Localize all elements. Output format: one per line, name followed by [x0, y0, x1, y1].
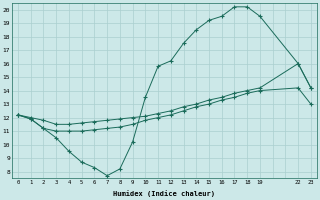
X-axis label: Humidex (Indice chaleur): Humidex (Indice chaleur) [114, 190, 215, 197]
